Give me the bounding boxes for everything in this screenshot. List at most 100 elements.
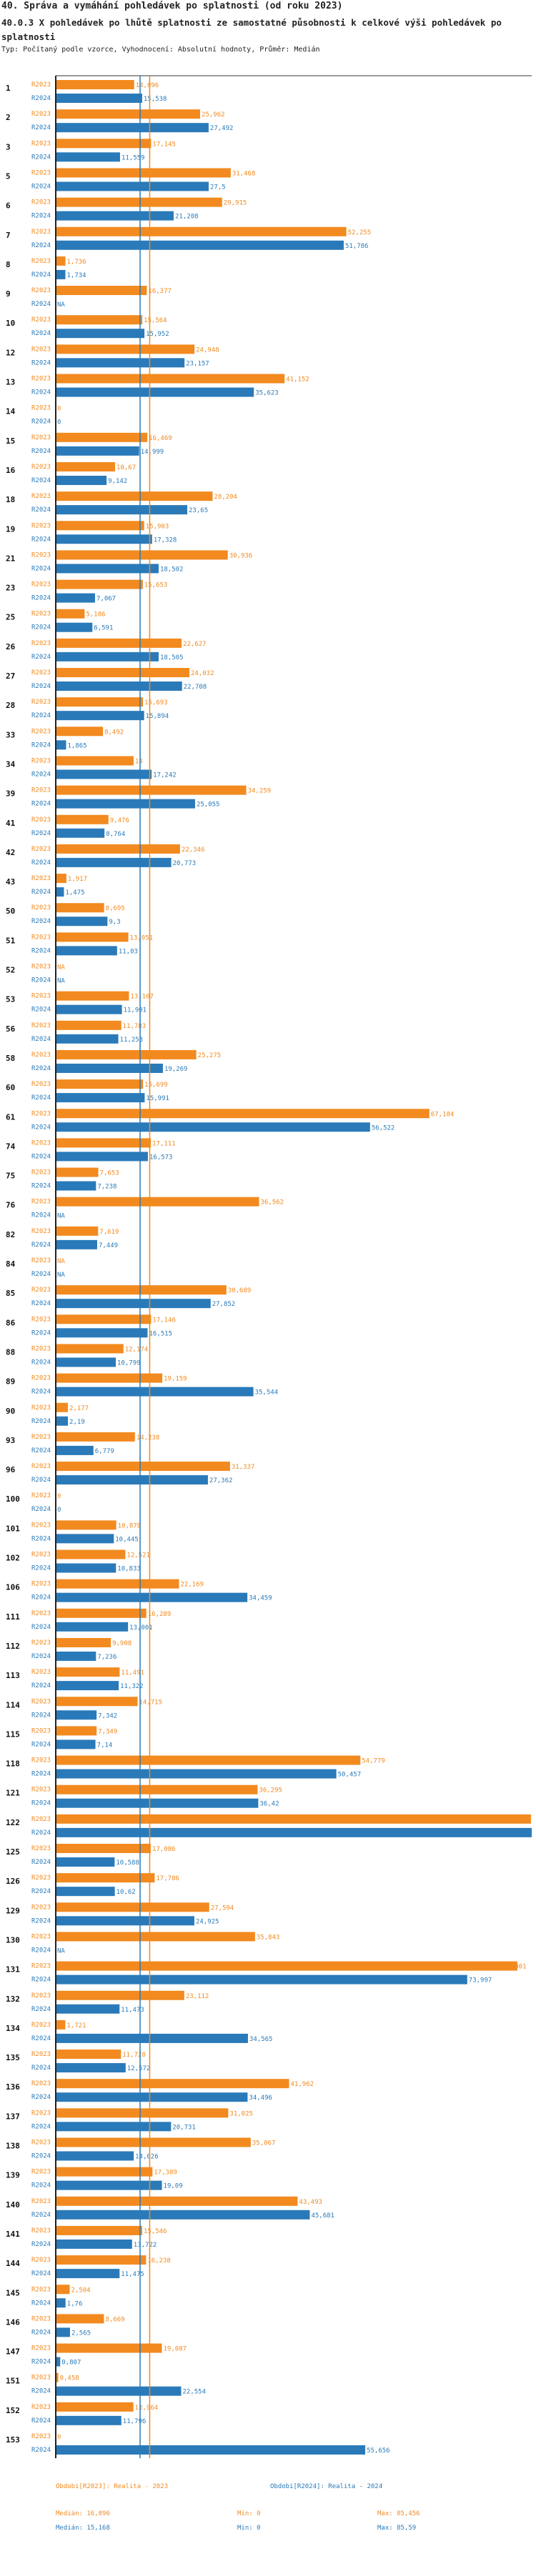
value-label-r2023: 31,337 [232, 1464, 255, 1471]
series-label-r2023: R2023 [31, 2257, 51, 2264]
bar-r2024 [56, 1710, 97, 1720]
bar-r2024 [56, 740, 66, 750]
bar-r2024 [56, 2327, 70, 2337]
bar-r2024 [56, 475, 107, 485]
bar-r2023 [56, 2343, 162, 2353]
series-label-r2023: R2023 [31, 817, 51, 824]
series-label-r2023: R2023 [31, 2433, 51, 2440]
bar-r2024 [56, 329, 145, 339]
value-label-r2024: 17,242 [153, 772, 177, 779]
bar-r2023 [56, 1049, 197, 1059]
bar-r2024 [56, 240, 344, 250]
value-label-r2024: 56,522 [372, 1124, 395, 1132]
value-label-r2023: 41,152 [286, 376, 309, 384]
series-label-r2023: R2023 [31, 934, 51, 941]
bar-r2024 [56, 2239, 132, 2249]
series-label-r2024: R2024 [31, 1447, 51, 1454]
row-label: 102 [6, 1554, 20, 1563]
bar-r2024 [56, 2122, 172, 2132]
series-label-r2024: R2024 [31, 242, 51, 249]
value-label-r2024: 18,505 [160, 654, 184, 662]
bar-r2024 [56, 1563, 116, 1573]
bar-r2024 [56, 1034, 119, 1044]
series-label-r2024: R2024 [31, 2035, 51, 2042]
series-label-r2024: R2024 [31, 742, 51, 749]
row-label: 90 [6, 1407, 15, 1416]
series-label-r2023: R2023 [31, 2022, 51, 2029]
bar-r2024 [56, 152, 120, 162]
value-label-r2023: 10,67 [116, 464, 136, 471]
value-label-r2023: 0 [57, 406, 61, 413]
chart-info: Typ: Počítaný podle vzorce, Vyhodnocení:… [1, 46, 320, 54]
row-label: 146 [6, 2317, 20, 2327]
series-label-r2023: R2023 [31, 1169, 51, 1177]
value-label-r2023: 35,843 [257, 1934, 280, 1941]
value-label-r2024: 15,991 [146, 1095, 169, 1102]
value-label-r2024: 25,055 [197, 802, 220, 809]
row-label: 93 [6, 1436, 15, 1445]
row-label: 129 [6, 1906, 20, 1915]
row-label: 15 [6, 436, 15, 446]
series-label-r2024: R2024 [31, 624, 51, 631]
bar-r2023 [56, 1549, 126, 1559]
value-label-r2024: 21,208 [175, 214, 199, 221]
row-label: 85 [6, 1289, 15, 1298]
row-label: 53 [6, 995, 15, 1004]
value-label-r2023: 85,456 [503, 1817, 527, 1824]
bar-r2024 [56, 2357, 61, 2367]
row-label: 26 [6, 642, 16, 652]
bar-r2024 [56, 711, 144, 721]
value-label-r2024: 1,76 [67, 2300, 83, 2307]
value-label-r2024: 34,459 [249, 1595, 272, 1602]
bar-r2024 [56, 2415, 121, 2425]
series-label-r2024: R2024 [31, 2094, 51, 2101]
series-label-r2024: R2024 [31, 477, 51, 484]
value-label-r2024: 0 [57, 1507, 61, 1514]
series-label-r2023: R2023 [31, 611, 51, 618]
series-label-r2023: R2023 [31, 2169, 51, 2176]
value-label-r2024: 45,681 [311, 2212, 334, 2220]
value-label-r2024: 7,342 [98, 1712, 117, 1719]
value-label-r2024: 34,565 [249, 2036, 273, 2043]
bar-r2023 [56, 1344, 124, 1354]
row-label: 8 [6, 260, 11, 269]
value-label-r2024: 10,445 [115, 1536, 139, 1543]
value-label-r2023: 25,275 [198, 1052, 222, 1059]
value-label-r2024: 2,565 [71, 2330, 91, 2337]
bar-r2024 [56, 2210, 310, 2220]
value-label-r2024: 7,238 [97, 1184, 116, 1191]
value-label-r2023: 17,786 [156, 1875, 179, 1882]
series-label-r2024: R2024 [31, 1565, 51, 1572]
bar-r2023 [56, 1520, 116, 1530]
row-label: 135 [6, 2053, 20, 2062]
value-label-r2024: 73,997 [469, 1977, 492, 1985]
bar-r2024 [56, 1357, 116, 1367]
value-label-r2024: 13,001 [129, 1624, 153, 1632]
bar-r2023 [56, 1432, 135, 1442]
row-label: 152 [6, 2406, 20, 2415]
series-label-r2024: R2024 [31, 2182, 51, 2190]
series-label-r2024: R2024 [31, 2153, 51, 2160]
bar-r2023 [56, 168, 231, 178]
value-label-r2023: 17,389 [154, 2170, 177, 2177]
value-label-r2024: NA [57, 301, 65, 309]
bar-r2023 [56, 109, 201, 119]
series-label-r2023: R2023 [31, 316, 51, 324]
value-label-r2024: 9,3 [109, 919, 120, 926]
bar-r2024 [56, 1622, 129, 1632]
value-label-r2024: 55,656 [367, 2447, 390, 2455]
series-label-r2024: R2024 [31, 448, 51, 455]
series-label-r2023: R2023 [31, 787, 51, 794]
series-label-r2023: R2023 [31, 1492, 51, 1499]
bar-r2024 [56, 387, 254, 397]
legend-max-2024: Max: 85,59 [377, 2525, 416, 2532]
bar-r2023 [56, 609, 85, 619]
series-label-r2023: R2023 [31, 551, 51, 559]
value-label-r2024: 16,515 [149, 1330, 173, 1337]
bar-r2023 [56, 874, 66, 884]
row-label: 61 [6, 1112, 16, 1122]
row-label: 145 [6, 2288, 20, 2297]
row-label: 96 [6, 1465, 16, 1474]
series-label-r2023: R2023 [31, 581, 51, 589]
series-label-r2023: R2023 [31, 846, 51, 853]
